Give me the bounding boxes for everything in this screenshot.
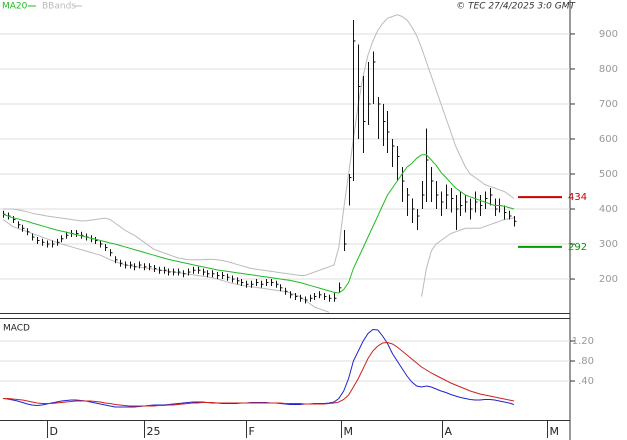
y-tick-label: 600 (599, 134, 618, 145)
x-tick-label: M (550, 425, 560, 438)
y-tick-label: 700 (599, 99, 618, 110)
level-label: 292 (568, 242, 587, 253)
y-tick-label: 200 (599, 274, 618, 285)
band-lower (2, 217, 515, 313)
band-upper (3, 14, 515, 276)
y-tick-label: 800 (599, 64, 618, 75)
legend-label: MA20 (2, 2, 28, 12)
y-tick-label: 300 (599, 239, 618, 250)
y-tick-label: 900 (599, 29, 618, 40)
y-tick-label: 1.20 (572, 336, 594, 347)
y-tick-label: .80 (578, 356, 594, 367)
legend-label: BBands (42, 2, 76, 12)
y-tick-label: .40 (578, 376, 594, 387)
ma-line (2, 154, 515, 294)
x-tick-label: A (445, 425, 453, 438)
x-tick-label: 25 (147, 425, 161, 438)
plot-area (0, 14, 570, 313)
plot-area (0, 328, 570, 408)
x-tick-label: M (344, 425, 354, 438)
y-tick-label: 400 (599, 204, 618, 215)
x-tick-label: D (50, 425, 58, 438)
level-label: 434 (568, 192, 587, 203)
macd-line (3, 341, 515, 407)
y-tick-label: 500 (599, 169, 618, 180)
x-tick-label: F (249, 425, 255, 438)
copyright: © TEC 27/4/2025 3:0 GMT (456, 2, 576, 12)
panel-title: MACD (3, 324, 30, 334)
